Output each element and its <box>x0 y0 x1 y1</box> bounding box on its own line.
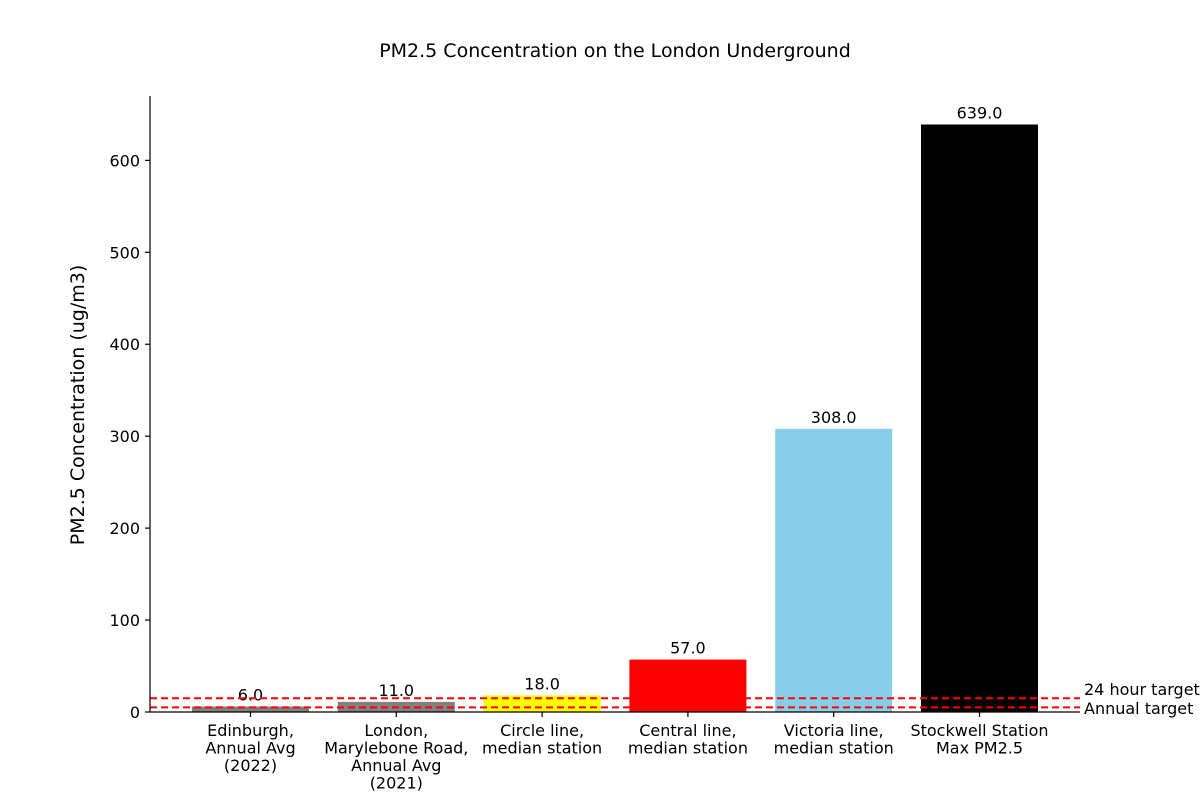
x-tick-label-5-line-0: Stockwell Station <box>910 721 1048 740</box>
x-tick-label-2: Circle line, median station <box>482 721 602 758</box>
y-tick-label-3: 300 <box>109 427 140 446</box>
x-tick-label-2-line-0: Circle line, <box>500 721 584 740</box>
bar-4 <box>775 428 893 712</box>
data-label-1: 11.0 <box>378 681 414 700</box>
chart-title: PM2.5 Concentration on the London Underg… <box>379 40 851 62</box>
x-tick-label-5: Stockwell Station Max PM2.5 <box>910 721 1048 758</box>
data-label-4: 308.0 <box>811 408 857 427</box>
data-label-5: 639.0 <box>957 104 1003 123</box>
y-tick-label-5: 500 <box>109 243 140 262</box>
x-tick-label-3-line-0: Central line, <box>639 721 736 740</box>
x-tick-label-3-line-1: median station <box>628 739 748 758</box>
x-tick-label-4-line-0: Victoria line, <box>784 721 884 740</box>
x-tick-label-1-line-1: Marylebone Road, <box>324 739 468 758</box>
x-tick-label-5-line-1: Max PM2.5 <box>936 739 1023 758</box>
y-axis-label: PM2.5 Concentration (ug/m3) <box>67 265 89 545</box>
x-tick-label-0-line-1: Annual Avg <box>205 739 295 758</box>
data-label-2: 18.0 <box>524 674 560 693</box>
x-tick-label-1-line-0: London, <box>364 721 428 740</box>
x-tick-label-1-line-2: Annual Avg <box>351 756 441 775</box>
data-label-3: 57.0 <box>670 639 706 658</box>
y-tick-label-0: 0 <box>130 703 140 722</box>
x-tick-label-4-line-1: median station <box>774 739 894 758</box>
x-tick-label-3: Central line, median station <box>628 721 748 758</box>
x-tick-label-2-line-1: median station <box>482 739 602 758</box>
x-tick-label-0-line-2: (2022) <box>224 756 277 775</box>
x-tick-label-0-line-0: Edinburgh, <box>207 721 294 740</box>
x-tick-label-4: Victoria line, median station <box>774 721 894 758</box>
bar-0 <box>192 706 309 712</box>
bar-5 <box>921 124 1038 713</box>
data-label-0: 6.0 <box>238 685 263 704</box>
reference-line-label-0: 24 hour target <box>1084 680 1200 699</box>
reference-line-label-1: Annual target <box>1084 699 1193 718</box>
y-tick-label-2: 200 <box>109 519 140 538</box>
y-tick-label-6: 600 <box>109 151 140 170</box>
y-tick-label-4: 400 <box>109 335 140 354</box>
x-tick-label-1: London, Marylebone Road, Annual Avg (2021) <box>324 721 468 793</box>
bar-3 <box>629 659 747 712</box>
y-tick-label-1: 100 <box>109 611 140 630</box>
x-tick-label-1-line-3: (2021) <box>370 774 423 793</box>
x-tick-label-0: Edinburgh, Annual Avg (2022) <box>205 721 295 775</box>
